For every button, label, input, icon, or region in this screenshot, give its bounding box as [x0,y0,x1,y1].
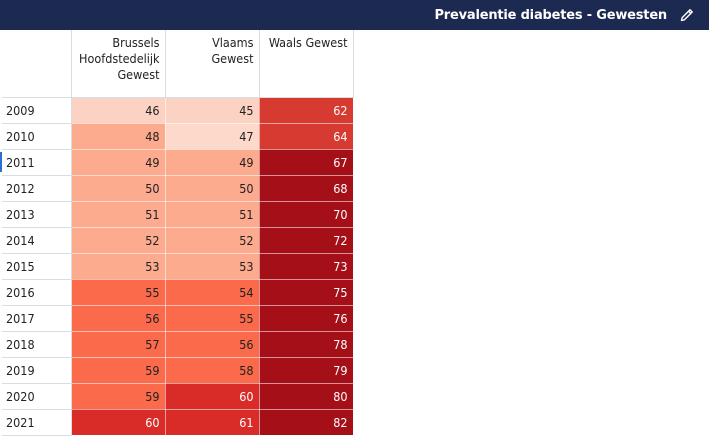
table-row: 2018 57 56 78 [2,331,354,358]
row-header-year[interactable]: 2016 [2,279,72,306]
heatmap-cell[interactable]: 52 [165,227,260,254]
row-header-year[interactable]: 2012 [2,175,72,202]
row-header-year[interactable]: 2020 [2,383,72,410]
heatmap-cell[interactable]: 59 [71,383,166,410]
table-row: 2020 59 60 80 [2,383,354,410]
heatmap-cell[interactable]: 60 [71,409,166,436]
row-selection-indicator [0,152,2,172]
table-row: 2012 50 50 68 [2,175,354,202]
heatmap-cell[interactable]: 76 [259,305,354,332]
chart-title: Prevalentie diabetes - Gewesten [434,7,667,23]
row-header-year[interactable]: 2009 [2,97,72,124]
heatmap-cell[interactable]: 46 [71,97,166,124]
table-row: 2010 48 47 64 [2,123,354,150]
heatmap-cell[interactable]: 52 [71,227,166,254]
heatmap-cell[interactable]: 53 [71,253,166,280]
column-header[interactable]: Waals Gewest [259,30,354,98]
heatmap-cell[interactable]: 48 [71,123,166,150]
heatmap-cell[interactable]: 58 [165,357,260,384]
table-row: 2016 55 54 75 [2,279,354,306]
table-row: 2015 53 53 73 [2,253,354,280]
heatmap-cell[interactable]: 49 [71,149,166,176]
table-row: 2021 60 61 82 [2,409,354,436]
corner-cell [2,30,72,98]
row-header-year[interactable]: 2015 [2,253,72,280]
heatmap-cell[interactable]: 78 [259,331,354,358]
title-bar: Prevalentie diabetes - Gewesten [0,0,709,30]
table-row: 2014 52 52 72 [2,227,354,254]
row-header-year[interactable]: 2017 [2,305,72,332]
heatmap-cell[interactable]: 54 [165,279,260,306]
heatmap-cell[interactable]: 51 [165,201,260,228]
heatmap-cell[interactable]: 50 [71,175,166,202]
heatmap-cell[interactable]: 67 [259,149,354,176]
heatmap-cell[interactable]: 55 [165,305,260,332]
heatmap-cell[interactable]: 53 [165,253,260,280]
row-header-year[interactable]: 2018 [2,331,72,358]
table-row: 2019 59 58 79 [2,357,354,384]
heatmap-cell[interactable]: 73 [259,253,354,280]
heatmap-cell[interactable]: 68 [259,175,354,202]
heatmap-cell[interactable]: 72 [259,227,354,254]
heatmap-cell[interactable]: 64 [259,123,354,150]
heatmap-cell[interactable]: 45 [165,97,260,124]
row-header-year[interactable]: 2010 [2,123,72,150]
heatmap-cell[interactable]: 59 [71,357,166,384]
heatmap-table: Brussels Hoofdstedelijk Gewest Vlaams Ge… [2,30,354,436]
row-header-year[interactable]: 2021 [2,409,72,436]
table-row: 2009 46 45 62 [2,97,354,124]
heatmap-cell[interactable]: 47 [165,123,260,150]
heatmap-cell[interactable]: 79 [259,357,354,384]
heatmap-cell[interactable]: 60 [165,383,260,410]
table-row: 2017 56 55 76 [2,305,354,332]
pencil-icon[interactable] [679,7,695,23]
row-header-year[interactable]: 2013 [2,201,72,228]
heatmap-cell[interactable]: 62 [259,97,354,124]
row-header-year[interactable]: 2014 [2,227,72,254]
heatmap-cell[interactable]: 82 [259,409,354,436]
heatmap-cell[interactable]: 61 [165,409,260,436]
heatmap-cell[interactable]: 50 [165,175,260,202]
column-header[interactable]: Brussels Hoofdstedelijk Gewest [71,30,166,98]
row-header-year[interactable]: 2019 [2,357,72,384]
heatmap-cell[interactable]: 80 [259,383,354,410]
table-row: 2011 49 49 67 [2,149,354,176]
heatmap-cell[interactable]: 57 [71,331,166,358]
heatmap-cell[interactable]: 55 [71,279,166,306]
heatmap-cell[interactable]: 70 [259,201,354,228]
row-header-year[interactable]: 2011 [2,149,72,176]
table-row: 2013 51 51 70 [2,201,354,228]
header-row: Brussels Hoofdstedelijk Gewest Vlaams Ge… [2,30,354,98]
heatmap-cell[interactable]: 56 [165,331,260,358]
heatmap-cell[interactable]: 51 [71,201,166,228]
heatmap-cell[interactable]: 75 [259,279,354,306]
column-header[interactable]: Vlaams Gewest [165,30,260,98]
heatmap-cell[interactable]: 49 [165,149,260,176]
heatmap-cell[interactable]: 56 [71,305,166,332]
